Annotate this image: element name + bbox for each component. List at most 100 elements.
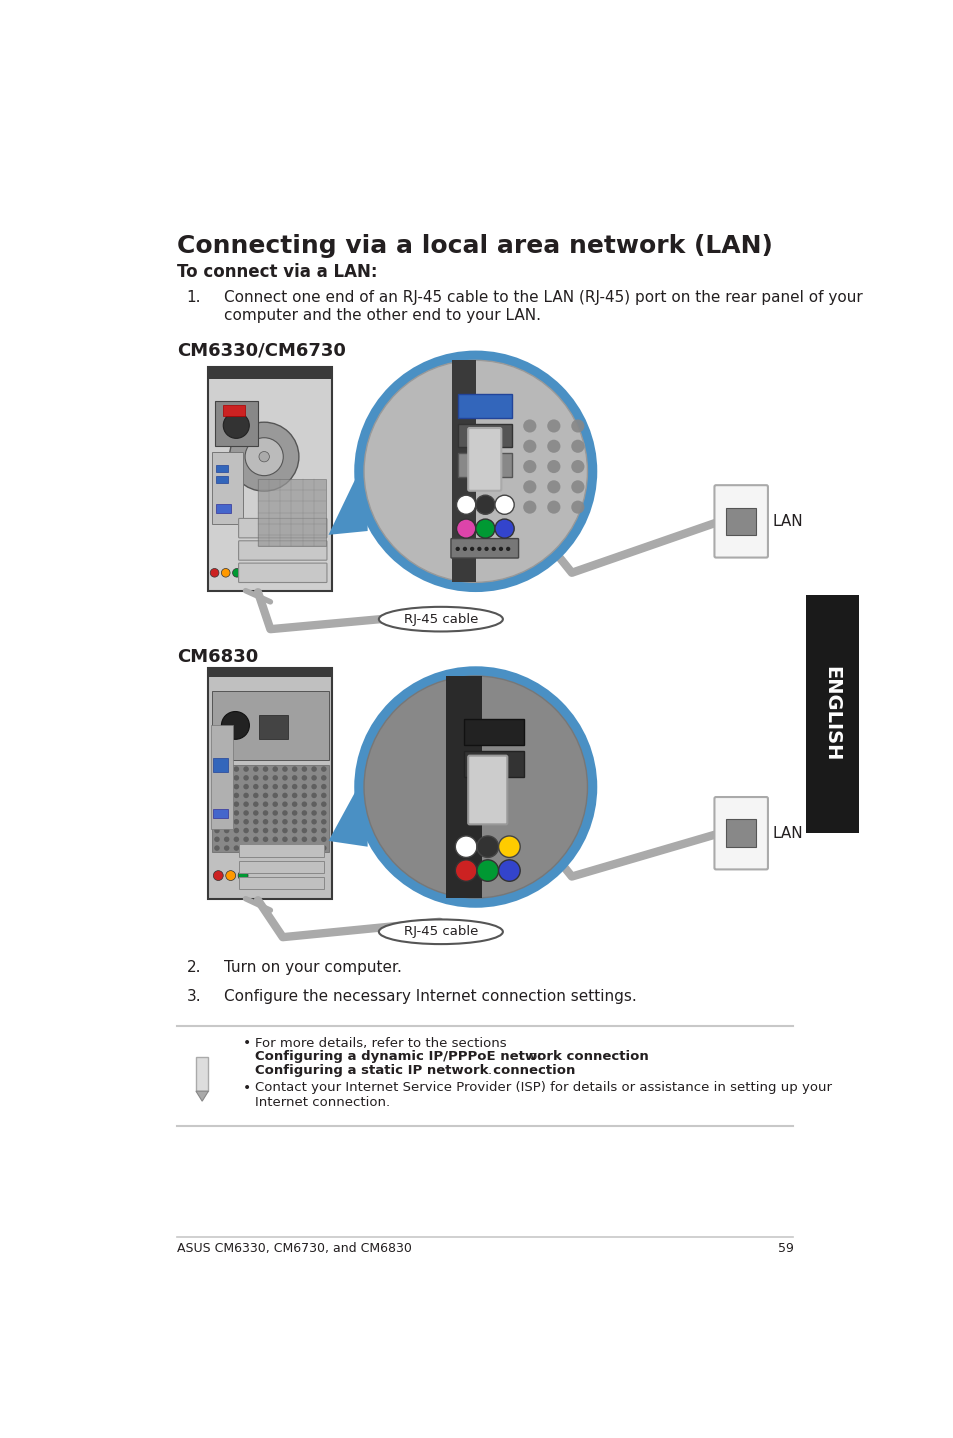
Circle shape xyxy=(224,837,230,843)
Bar xyxy=(452,361,476,582)
Circle shape xyxy=(214,828,219,833)
Circle shape xyxy=(233,775,239,781)
Circle shape xyxy=(321,820,326,824)
Circle shape xyxy=(321,766,326,772)
Circle shape xyxy=(243,801,249,807)
Bar xyxy=(725,820,756,847)
Circle shape xyxy=(301,784,307,789)
Circle shape xyxy=(355,352,596,591)
Circle shape xyxy=(262,784,268,789)
Ellipse shape xyxy=(378,607,502,631)
Circle shape xyxy=(233,792,239,798)
Circle shape xyxy=(214,810,219,815)
Circle shape xyxy=(273,846,277,851)
Polygon shape xyxy=(328,769,367,847)
Text: Configuring a static IP network connection: Configuring a static IP network connecti… xyxy=(254,1064,575,1077)
Circle shape xyxy=(364,676,587,897)
Bar xyxy=(257,479,326,546)
Circle shape xyxy=(301,828,307,833)
Circle shape xyxy=(491,546,496,551)
Circle shape xyxy=(292,784,297,789)
Circle shape xyxy=(476,495,495,515)
Circle shape xyxy=(273,766,277,772)
Polygon shape xyxy=(328,453,367,535)
Circle shape xyxy=(292,775,297,781)
Circle shape xyxy=(292,792,297,798)
Circle shape xyxy=(273,837,277,843)
Circle shape xyxy=(571,480,584,493)
Circle shape xyxy=(273,810,277,815)
Circle shape xyxy=(214,766,219,772)
Circle shape xyxy=(253,775,258,781)
Circle shape xyxy=(311,837,316,843)
Circle shape xyxy=(233,828,239,833)
Circle shape xyxy=(233,820,239,824)
Bar xyxy=(215,476,228,483)
Circle shape xyxy=(476,835,498,857)
Circle shape xyxy=(262,837,268,843)
Bar xyxy=(208,667,332,677)
Circle shape xyxy=(311,775,316,781)
Bar xyxy=(212,690,329,761)
Text: CM6330/CM6730: CM6330/CM6730 xyxy=(177,342,346,360)
Text: or: or xyxy=(524,1050,546,1063)
Circle shape xyxy=(292,837,297,843)
Text: CM6830: CM6830 xyxy=(177,649,258,666)
Circle shape xyxy=(282,810,288,815)
Text: •: • xyxy=(243,1037,252,1051)
Circle shape xyxy=(243,810,249,815)
Circle shape xyxy=(522,460,536,473)
Circle shape xyxy=(321,837,326,843)
Text: LAN: LAN xyxy=(772,513,802,529)
Circle shape xyxy=(273,784,277,789)
Circle shape xyxy=(262,846,268,851)
Circle shape xyxy=(522,480,536,493)
Bar xyxy=(239,877,323,890)
Bar xyxy=(215,503,231,512)
Circle shape xyxy=(243,568,253,577)
FancyBboxPatch shape xyxy=(468,755,507,824)
Circle shape xyxy=(253,810,258,815)
Circle shape xyxy=(282,775,288,781)
Text: LAN: LAN xyxy=(772,825,802,841)
Circle shape xyxy=(230,423,298,492)
Circle shape xyxy=(301,792,307,798)
FancyBboxPatch shape xyxy=(714,485,767,558)
Circle shape xyxy=(243,775,249,781)
Circle shape xyxy=(233,568,241,577)
Circle shape xyxy=(243,784,249,789)
Circle shape xyxy=(311,784,316,789)
Polygon shape xyxy=(195,1091,208,1102)
Polygon shape xyxy=(195,1057,208,1091)
Circle shape xyxy=(311,801,316,807)
Circle shape xyxy=(233,801,239,807)
FancyBboxPatch shape xyxy=(238,564,327,582)
Circle shape xyxy=(253,837,258,843)
Circle shape xyxy=(224,792,230,798)
Circle shape xyxy=(210,568,218,577)
Bar xyxy=(725,508,756,535)
Circle shape xyxy=(233,766,239,772)
Circle shape xyxy=(224,784,230,789)
Circle shape xyxy=(282,828,288,833)
Circle shape xyxy=(476,546,481,551)
Circle shape xyxy=(301,801,307,807)
Circle shape xyxy=(262,775,268,781)
Circle shape xyxy=(282,801,288,807)
Circle shape xyxy=(233,810,239,815)
Circle shape xyxy=(547,480,559,493)
Text: •: • xyxy=(243,1081,252,1096)
FancyBboxPatch shape xyxy=(468,429,500,490)
Bar xyxy=(213,808,228,818)
Bar xyxy=(258,715,288,739)
Text: ENGLISH: ENGLISH xyxy=(821,666,841,762)
Circle shape xyxy=(311,792,316,798)
Circle shape xyxy=(253,846,258,851)
Circle shape xyxy=(226,870,235,880)
Circle shape xyxy=(547,500,559,513)
Text: RJ-45 cable: RJ-45 cable xyxy=(403,613,477,626)
Circle shape xyxy=(233,784,239,789)
Circle shape xyxy=(547,420,559,433)
Circle shape xyxy=(282,766,288,772)
Text: Configure the necessary Internet connection settings.: Configure the necessary Internet connect… xyxy=(224,989,636,1004)
